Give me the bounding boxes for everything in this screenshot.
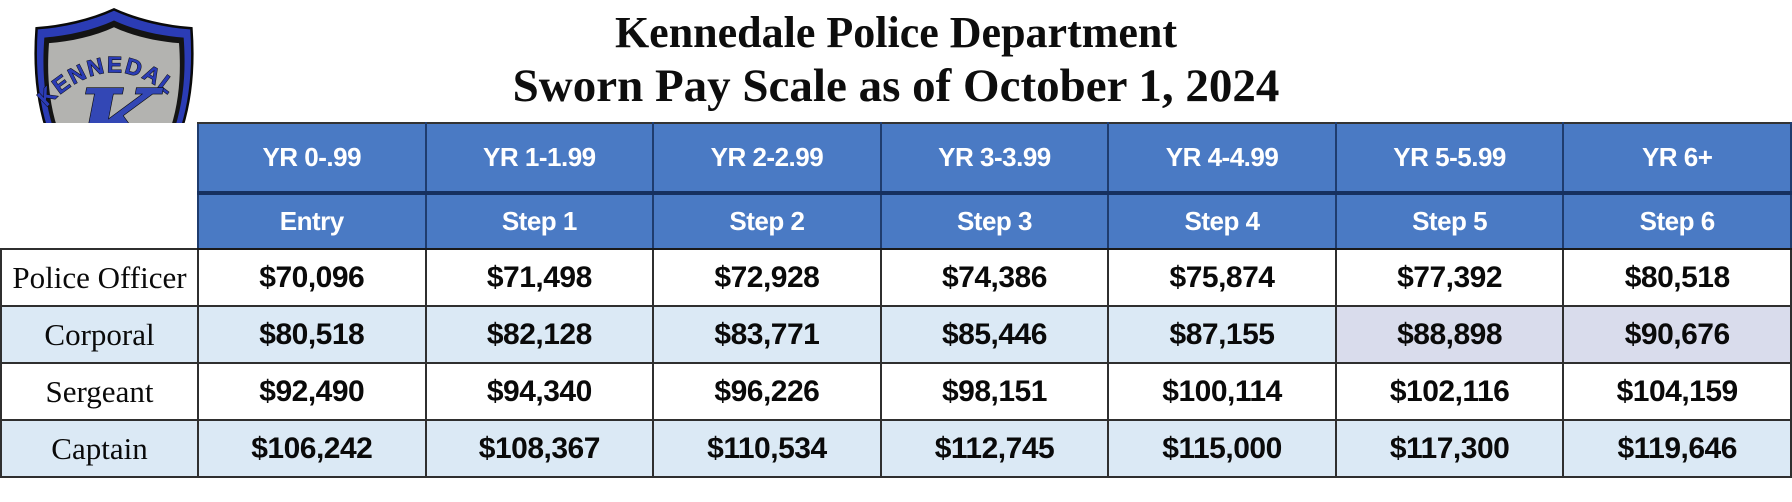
rank-label: Sergeant [0, 362, 199, 421]
table-row-police-officer: Police Officer $70,096 $71,498 $72,928 $… [0, 248, 1792, 307]
pay-cell: $74,386 [879, 248, 1110, 307]
pay-cell: $117,300 [1334, 419, 1565, 478]
table-row-sergeant: Sergeant $92,490 $94,340 $96,226 $98,151… [0, 362, 1792, 421]
pay-cell: $102,116 [1334, 362, 1565, 421]
year-header: YR 1-1.99 [424, 122, 655, 195]
step-header-row: Entry Step 1 Step 2 Step 3 Step 4 Step 5… [1, 192, 1792, 250]
pay-scale-table: YR 0-.99 YR 1-1.99 YR 2-2.99 YR 3-3.99 Y… [0, 122, 1792, 478]
step-header: Step 3 [879, 192, 1110, 250]
step-header: Step 4 [1107, 192, 1337, 250]
document-title: Kennedale Police Department Sworn Pay Sc… [0, 8, 1792, 113]
year-header: YR 2-2.99 [652, 122, 882, 195]
year-header: YR 5-5.99 [1334, 122, 1565, 195]
pay-cell: $70,096 [197, 248, 427, 307]
pay-cell: $94,340 [424, 362, 655, 421]
year-header-row: YR 0-.99 YR 1-1.99 YR 2-2.99 YR 3-3.99 Y… [1, 122, 1792, 195]
pay-cell: $92,490 [197, 362, 427, 421]
year-header: YR 3-3.99 [879, 122, 1110, 195]
pay-cell: $119,646 [1562, 419, 1792, 478]
pay-cell: $87,155 [1107, 305, 1337, 364]
step-header: Step 6 [1562, 192, 1792, 250]
header-spacer [1, 123, 198, 193]
title-subtitle: Sworn Pay Scale as of October 1, 2024 [512, 59, 1280, 112]
pay-cell: $80,518 [1562, 248, 1792, 307]
year-header: YR 4-4.99 [1107, 122, 1337, 195]
table-row-corporal: Corporal $80,518 $82,128 $83,771 $85,446… [0, 305, 1792, 364]
rank-label: Police Officer [0, 248, 199, 307]
pay-cell: $112,745 [879, 419, 1110, 478]
pay-cell: $115,000 [1107, 419, 1337, 478]
pay-cell: $80,518 [197, 305, 427, 364]
pay-cell: $104,159 [1562, 362, 1792, 421]
table-row-captain: Captain $106,242 $108,367 $110,534 $112,… [0, 419, 1792, 478]
pay-cell: $71,498 [424, 248, 655, 307]
pay-cell: $98,151 [879, 362, 1110, 421]
pay-cell: $100,114 [1107, 362, 1337, 421]
pay-cell: $75,874 [1107, 248, 1337, 307]
year-header: YR 0-.99 [197, 122, 427, 195]
rank-label: Corporal [0, 305, 199, 364]
rank-label: Captain [0, 419, 199, 478]
step-header: Entry [197, 192, 427, 250]
pay-cell: $72,928 [652, 248, 882, 307]
pay-cell: $90,676 [1562, 305, 1792, 364]
year-header: YR 6+ [1562, 122, 1792, 195]
pay-cell: $82,128 [424, 305, 655, 364]
pay-cell: $83,771 [652, 305, 882, 364]
pay-cell: $85,446 [879, 305, 1110, 364]
pay-cell: $77,392 [1334, 248, 1565, 307]
pay-cell: $106,242 [197, 419, 427, 478]
step-header: Step 5 [1334, 192, 1565, 250]
pay-cell: $108,367 [424, 419, 655, 478]
step-header: Step 2 [652, 192, 882, 250]
title-department: Kennedale Police Department [614, 8, 1178, 57]
step-header: Step 1 [424, 192, 655, 250]
pay-cell: $88,898 [1334, 305, 1565, 364]
pay-cell: $110,534 [652, 419, 882, 478]
pay-cell: $96,226 [652, 362, 882, 421]
header-spacer [1, 193, 198, 249]
